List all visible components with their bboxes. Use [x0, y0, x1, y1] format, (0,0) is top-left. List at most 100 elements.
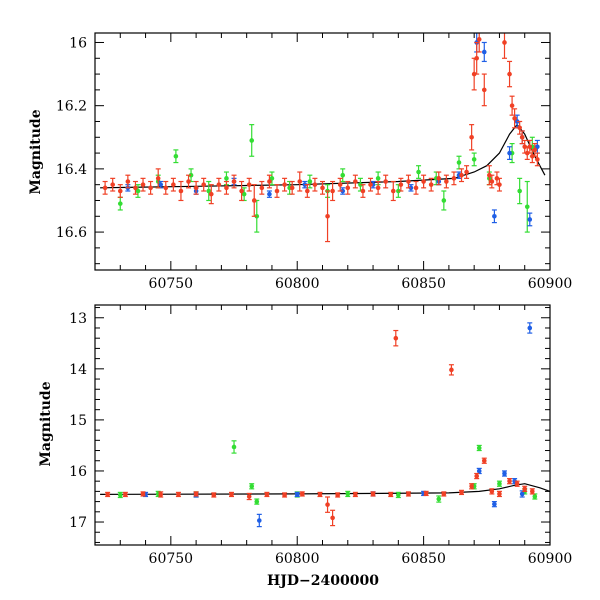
red-data-point — [178, 188, 184, 194]
x-tick-label: 60800 — [275, 551, 320, 567]
red-data-point — [193, 491, 199, 497]
red-data-point — [123, 492, 128, 497]
red-data-point — [530, 153, 535, 159]
red-data-point — [345, 185, 351, 191]
red-data-point — [489, 179, 495, 184]
y-tick-label: 16.2 — [56, 99, 87, 115]
green-data-point — [249, 483, 255, 489]
green-data-point — [206, 188, 212, 194]
red-data-point — [487, 172, 492, 178]
red-data-point — [428, 182, 434, 187]
x-tick-label: 60800 — [275, 276, 320, 292]
blue-data-point — [527, 325, 533, 331]
red-data-point — [469, 483, 474, 489]
red-data-point — [148, 185, 153, 191]
red-data-point — [413, 185, 419, 191]
green-data-point — [471, 157, 477, 162]
green-data-point — [436, 496, 442, 502]
red-series — [105, 329, 535, 527]
plot-frame — [94, 304, 551, 546]
red-data-point — [330, 515, 335, 521]
red-data-point — [211, 492, 217, 498]
red-data-point — [502, 40, 507, 45]
plot-frame — [94, 32, 551, 271]
blue-data-point — [535, 144, 540, 150]
red-data-point — [507, 478, 512, 484]
green-data-point — [441, 198, 447, 203]
green-data-point — [241, 191, 247, 197]
red-data-point — [193, 185, 199, 191]
blue-data-point — [476, 468, 482, 474]
red-data-point — [297, 179, 303, 184]
red-data-point — [388, 492, 394, 497]
green-data-point — [231, 444, 237, 450]
red-data-point — [360, 188, 366, 194]
red-data-point — [464, 169, 469, 175]
green-data-point — [117, 201, 123, 206]
red-data-point — [390, 188, 396, 194]
red-data-point — [481, 458, 487, 464]
blue-data-point — [267, 191, 272, 197]
red-data-point — [282, 182, 287, 187]
green-data-point — [358, 182, 363, 187]
red-data-point — [246, 494, 252, 499]
red-data-point — [527, 144, 533, 150]
red-data-point — [102, 185, 108, 191]
red-data-point — [208, 191, 214, 197]
red-data-point — [451, 176, 457, 181]
blue-data-point — [519, 491, 525, 497]
red-data-point — [383, 179, 388, 184]
x-tick-label: 60750 — [149, 551, 194, 567]
red-data-point — [325, 213, 330, 219]
green-data-point — [345, 491, 351, 497]
red-data-point — [216, 182, 222, 187]
red-data-point — [509, 103, 515, 108]
y-tick-label: 14 — [69, 362, 87, 378]
green-data-point — [396, 188, 401, 194]
green-data-point — [249, 138, 255, 143]
red-data-point — [325, 502, 330, 507]
red-data-point — [305, 188, 310, 194]
red-data-point — [110, 182, 115, 187]
x-tick-label: 60850 — [401, 551, 446, 567]
y-tick-label: 16 — [69, 35, 87, 51]
x-tick-label: 60750 — [149, 276, 194, 292]
y-tick-label: 16.4 — [56, 162, 87, 178]
model-curve — [100, 123, 546, 189]
blue-data-point — [507, 150, 512, 156]
red-data-point — [299, 491, 305, 497]
red-data-point — [201, 182, 206, 187]
red-data-point — [117, 188, 123, 194]
y-tick-label: 16 — [69, 464, 87, 480]
red-data-point — [497, 182, 502, 187]
red-data-point — [519, 134, 525, 140]
y-tick-label: 16.6 — [56, 225, 87, 241]
x-tick-label: 60900 — [528, 276, 573, 292]
green-data-point — [224, 176, 229, 181]
red-data-point — [517, 125, 522, 131]
red-data-point — [163, 185, 169, 191]
blue-data-point — [408, 185, 414, 191]
x-tick-label: 60900 — [528, 551, 573, 567]
blue-data-point — [492, 501, 497, 507]
red-data-point — [469, 134, 474, 140]
red-data-point — [353, 179, 358, 184]
blue-data-point — [340, 188, 346, 194]
red-data-point — [337, 182, 343, 187]
blue-data-point — [302, 182, 308, 187]
red-data-point — [436, 176, 442, 181]
red-data-point — [274, 188, 280, 194]
red-data-point — [267, 179, 272, 184]
red-data-point — [176, 492, 181, 497]
red-data-point — [335, 492, 340, 498]
red-data-point — [239, 188, 244, 194]
red-data-point — [406, 491, 411, 497]
top-ylabel: Magnitude — [28, 109, 44, 194]
green-data-point — [532, 494, 538, 499]
red-data-point — [507, 71, 512, 77]
blue-data-point — [527, 217, 533, 222]
top-lightcurve-panel: Magnitude 60750 60800 60850 60900 16 16.2 16.4… — [28, 32, 573, 292]
y-tick-label: 13 — [69, 311, 87, 327]
green-data-point — [307, 179, 313, 184]
